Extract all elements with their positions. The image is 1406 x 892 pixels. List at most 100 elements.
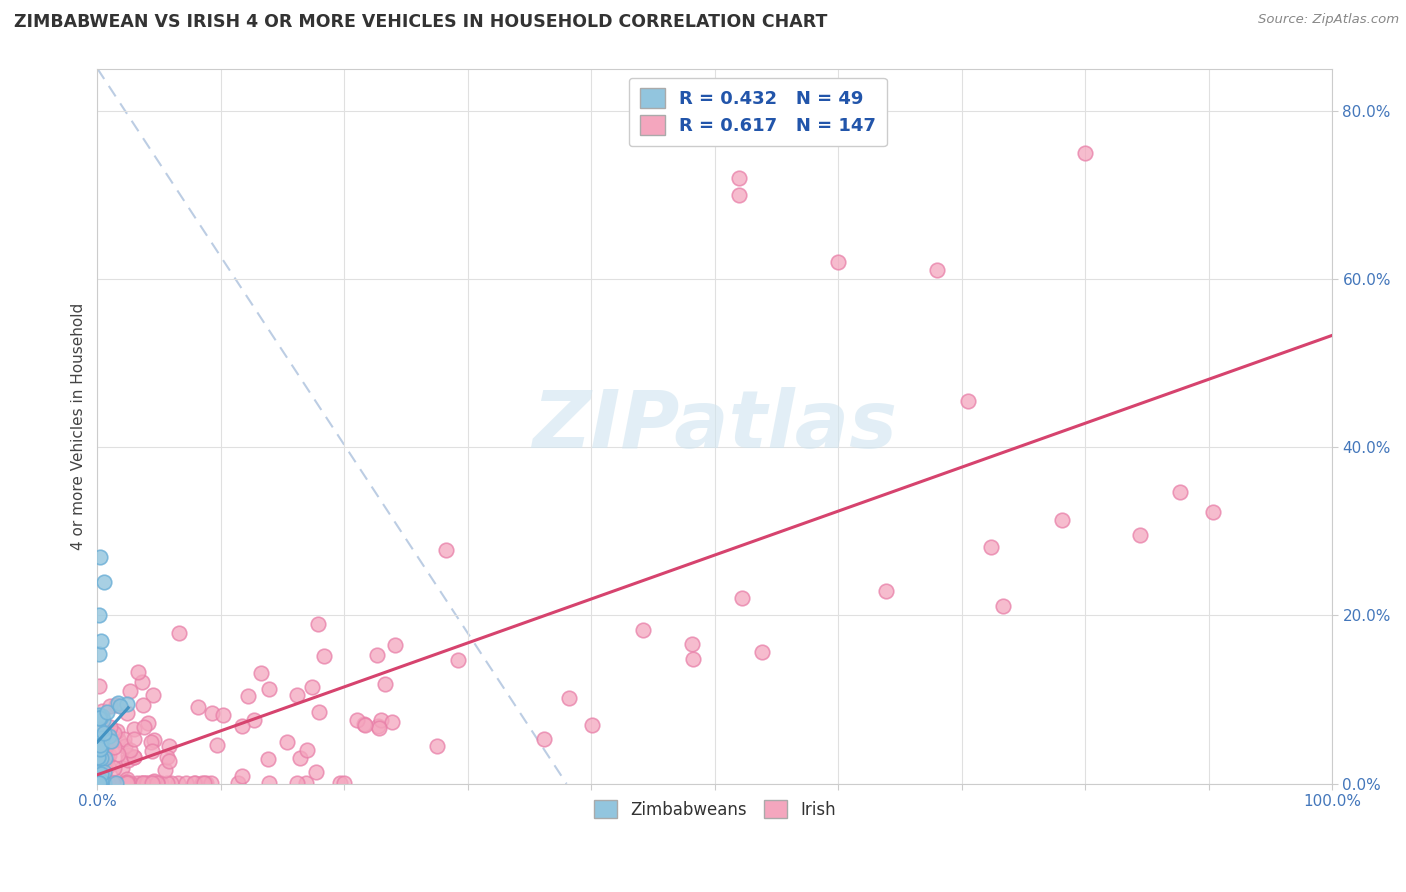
Point (90, 738, 112, 752)
Point (157, 739, 180, 754)
Point (141, 774, 163, 789)
Point (120, 684, 142, 698)
Point (200, 776, 222, 790)
Point (110, 699, 132, 714)
Point (115, 775, 138, 789)
Point (87, 750, 110, 764)
Point (112, 732, 135, 747)
Point (90, 729, 112, 743)
Point (97, 725, 120, 739)
Point (827, 255, 849, 269)
Point (153, 764, 176, 778)
Point (101, 776, 124, 790)
Point (250, 665, 273, 680)
Point (146, 776, 169, 790)
Point (193, 776, 215, 790)
Point (93, 743, 115, 757)
Point (103, 725, 125, 739)
Point (131, 698, 153, 713)
Point (91, 709, 114, 723)
Point (297, 743, 319, 757)
Point (89, 742, 111, 756)
Point (149, 776, 172, 790)
Point (191, 776, 214, 790)
Point (682, 652, 704, 666)
Point (447, 653, 470, 667)
Point (86, 763, 108, 777)
Point (288, 751, 311, 765)
Point (187, 700, 209, 714)
Point (167, 625, 190, 640)
Point (1170, 485, 1192, 500)
Point (107, 731, 129, 746)
Point (105, 724, 128, 739)
Point (533, 731, 555, 746)
Point (174, 776, 197, 790)
Point (166, 776, 188, 790)
Point (96, 776, 118, 790)
Point (925, 263, 948, 277)
Point (115, 706, 138, 720)
Point (295, 776, 318, 790)
Point (183, 776, 205, 790)
Point (875, 584, 897, 599)
Point (87, 679, 110, 693)
Point (135, 776, 157, 790)
Point (93, 764, 115, 779)
Point (131, 674, 153, 689)
Point (118, 776, 141, 790)
Text: ZIPatlas: ZIPatlas (533, 387, 897, 465)
Point (142, 774, 165, 789)
Point (728, 170, 751, 185)
Point (115, 776, 138, 790)
Point (91, 731, 114, 745)
Point (728, 187, 751, 202)
Point (142, 733, 165, 747)
Point (287, 776, 309, 790)
Point (90, 741, 112, 756)
Point (103, 761, 125, 775)
Point (103, 740, 125, 755)
Point (87, 752, 110, 766)
Point (87, 707, 110, 722)
Point (103, 776, 125, 790)
Point (90, 732, 112, 747)
Point (346, 713, 368, 727)
Point (132, 776, 155, 790)
Point (129, 776, 152, 790)
Point (98, 699, 121, 714)
Point (367, 721, 389, 735)
Point (207, 738, 229, 752)
Point (89, 776, 111, 790)
Point (156, 750, 179, 764)
Point (139, 776, 162, 790)
Point (117, 747, 139, 762)
Point (89, 711, 111, 725)
Point (105, 776, 128, 790)
Point (89, 776, 111, 790)
Point (1201, 505, 1223, 519)
Point (90, 751, 112, 765)
Point (125, 776, 148, 790)
Point (156, 776, 179, 790)
Point (184, 776, 207, 790)
Point (366, 648, 388, 662)
Point (96, 705, 118, 719)
Point (141, 735, 163, 749)
Point (681, 637, 703, 651)
Point (90, 633, 112, 648)
Point (256, 751, 278, 765)
Point (86, 776, 108, 790)
Legend: Zimbabweans, Irish: Zimbabweans, Irish (586, 794, 842, 825)
Point (100, 734, 122, 748)
Point (136, 715, 159, 730)
Point (93, 776, 115, 790)
Point (301, 680, 323, 694)
Point (117, 698, 139, 712)
Point (141, 776, 163, 790)
Point (89, 776, 111, 790)
Point (141, 743, 163, 757)
Point (1129, 528, 1152, 542)
Point (305, 765, 328, 780)
Point (354, 717, 377, 731)
